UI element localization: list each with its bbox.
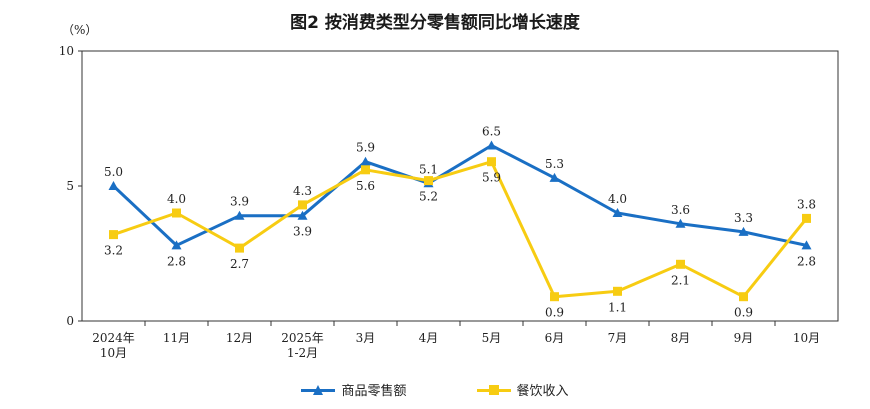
data-point-triangle — [234, 210, 245, 220]
x-tick-label: 10月 — [793, 331, 820, 345]
data-label: 0.9 — [734, 306, 753, 320]
data-label: 5.9 — [482, 171, 501, 185]
data-point-square — [424, 176, 433, 186]
series-line-0 — [112, 144, 807, 247]
x-tick-label: 12月 — [226, 331, 253, 345]
x-tick-label: 10月 — [100, 346, 127, 360]
plot-frame — [81, 50, 839, 322]
x-tick-label: 2025年 — [281, 331, 324, 345]
data-label: 4.0 — [167, 192, 186, 206]
legend-swatch-retail — [301, 383, 336, 397]
data-label: 3.9 — [293, 225, 312, 239]
legend-label-catering: 餐饮收入 — [516, 384, 569, 399]
y-axis-unit-label: （%） — [62, 23, 97, 37]
x-tick-label: 1-2月 — [287, 346, 318, 360]
data-label: 5.6 — [356, 179, 375, 193]
data-point-square — [676, 259, 685, 269]
data-point-triangle — [297, 210, 308, 220]
data-point-square — [739, 292, 748, 302]
data-label: 1.1 — [608, 300, 627, 314]
data-label: 5.9 — [356, 141, 375, 155]
x-tick-label: 4月 — [419, 331, 439, 345]
x-tick-label: 8月 — [671, 331, 691, 345]
legend: 商品零售额 餐饮收入 — [0, 380, 870, 399]
legend-label-retail: 商品零售额 — [341, 384, 407, 399]
data-label: 4.0 — [608, 192, 627, 206]
data-point-square — [235, 243, 244, 253]
x-tick-label: 7月 — [608, 331, 628, 345]
x-tick-label: 2024年 — [92, 331, 135, 345]
legend-item-catering[interactable]: 餐饮收入 — [476, 380, 569, 399]
data-label: 5.2 — [419, 190, 438, 204]
data-point-triangle — [486, 140, 497, 150]
data-label: 3.3 — [734, 211, 753, 225]
data-point-triangle — [675, 218, 686, 228]
series-line-1 — [113, 160, 808, 299]
data-point-square — [298, 200, 307, 210]
data-point-triangle — [360, 156, 371, 166]
y-tick-label: 5 — [66, 179, 74, 193]
data-label: 4.3 — [293, 184, 312, 198]
data-point-triangle — [549, 172, 560, 182]
data-point-square — [109, 230, 118, 240]
x-tick-label: 11月 — [163, 331, 190, 345]
data-label: 2.1 — [671, 273, 690, 287]
data-label: 3.8 — [797, 197, 816, 211]
data-point-triangle — [612, 208, 623, 217]
data-point-square — [802, 213, 811, 223]
data-point-triangle — [801, 240, 812, 250]
data-label: 2.7 — [230, 257, 249, 271]
x-tick-label: 3月 — [356, 331, 376, 345]
data-label: 5.0 — [104, 165, 123, 179]
data-point-square — [550, 292, 559, 302]
x-tick-label: 5月 — [482, 331, 502, 345]
legend-item-retail[interactable]: 商品零售额 — [301, 380, 407, 399]
data-label: 3.2 — [104, 244, 123, 258]
data-point-triangle — [738, 226, 749, 236]
data-label: 6.5 — [482, 125, 501, 139]
square-marker-icon — [488, 384, 499, 395]
triangle-marker-icon — [313, 384, 324, 395]
y-tick-label: 0 — [66, 314, 74, 328]
data-label: 3.9 — [230, 195, 249, 209]
chart-title: 图2 按消费类型分零售额同比增长速度 — [290, 13, 580, 33]
data-label: 5.3 — [545, 157, 564, 171]
x-tick-label: 9月 — [734, 331, 754, 345]
data-label: 5.1 — [419, 162, 438, 176]
data-point-triangle — [171, 240, 182, 250]
x-tick-label: 6月 — [545, 331, 565, 345]
data-label: 3.6 — [671, 203, 690, 217]
data-point-triangle — [108, 181, 119, 190]
y-tick-label: 10 — [59, 44, 74, 58]
data-point-square — [172, 208, 181, 218]
data-point-square — [613, 286, 622, 296]
data-label: 0.9 — [545, 306, 564, 320]
data-point-square — [361, 165, 370, 175]
legend-swatch-catering — [476, 383, 511, 397]
data-point-square — [487, 157, 496, 167]
data-label: 2.8 — [167, 254, 186, 268]
data-label: 2.8 — [797, 254, 816, 268]
